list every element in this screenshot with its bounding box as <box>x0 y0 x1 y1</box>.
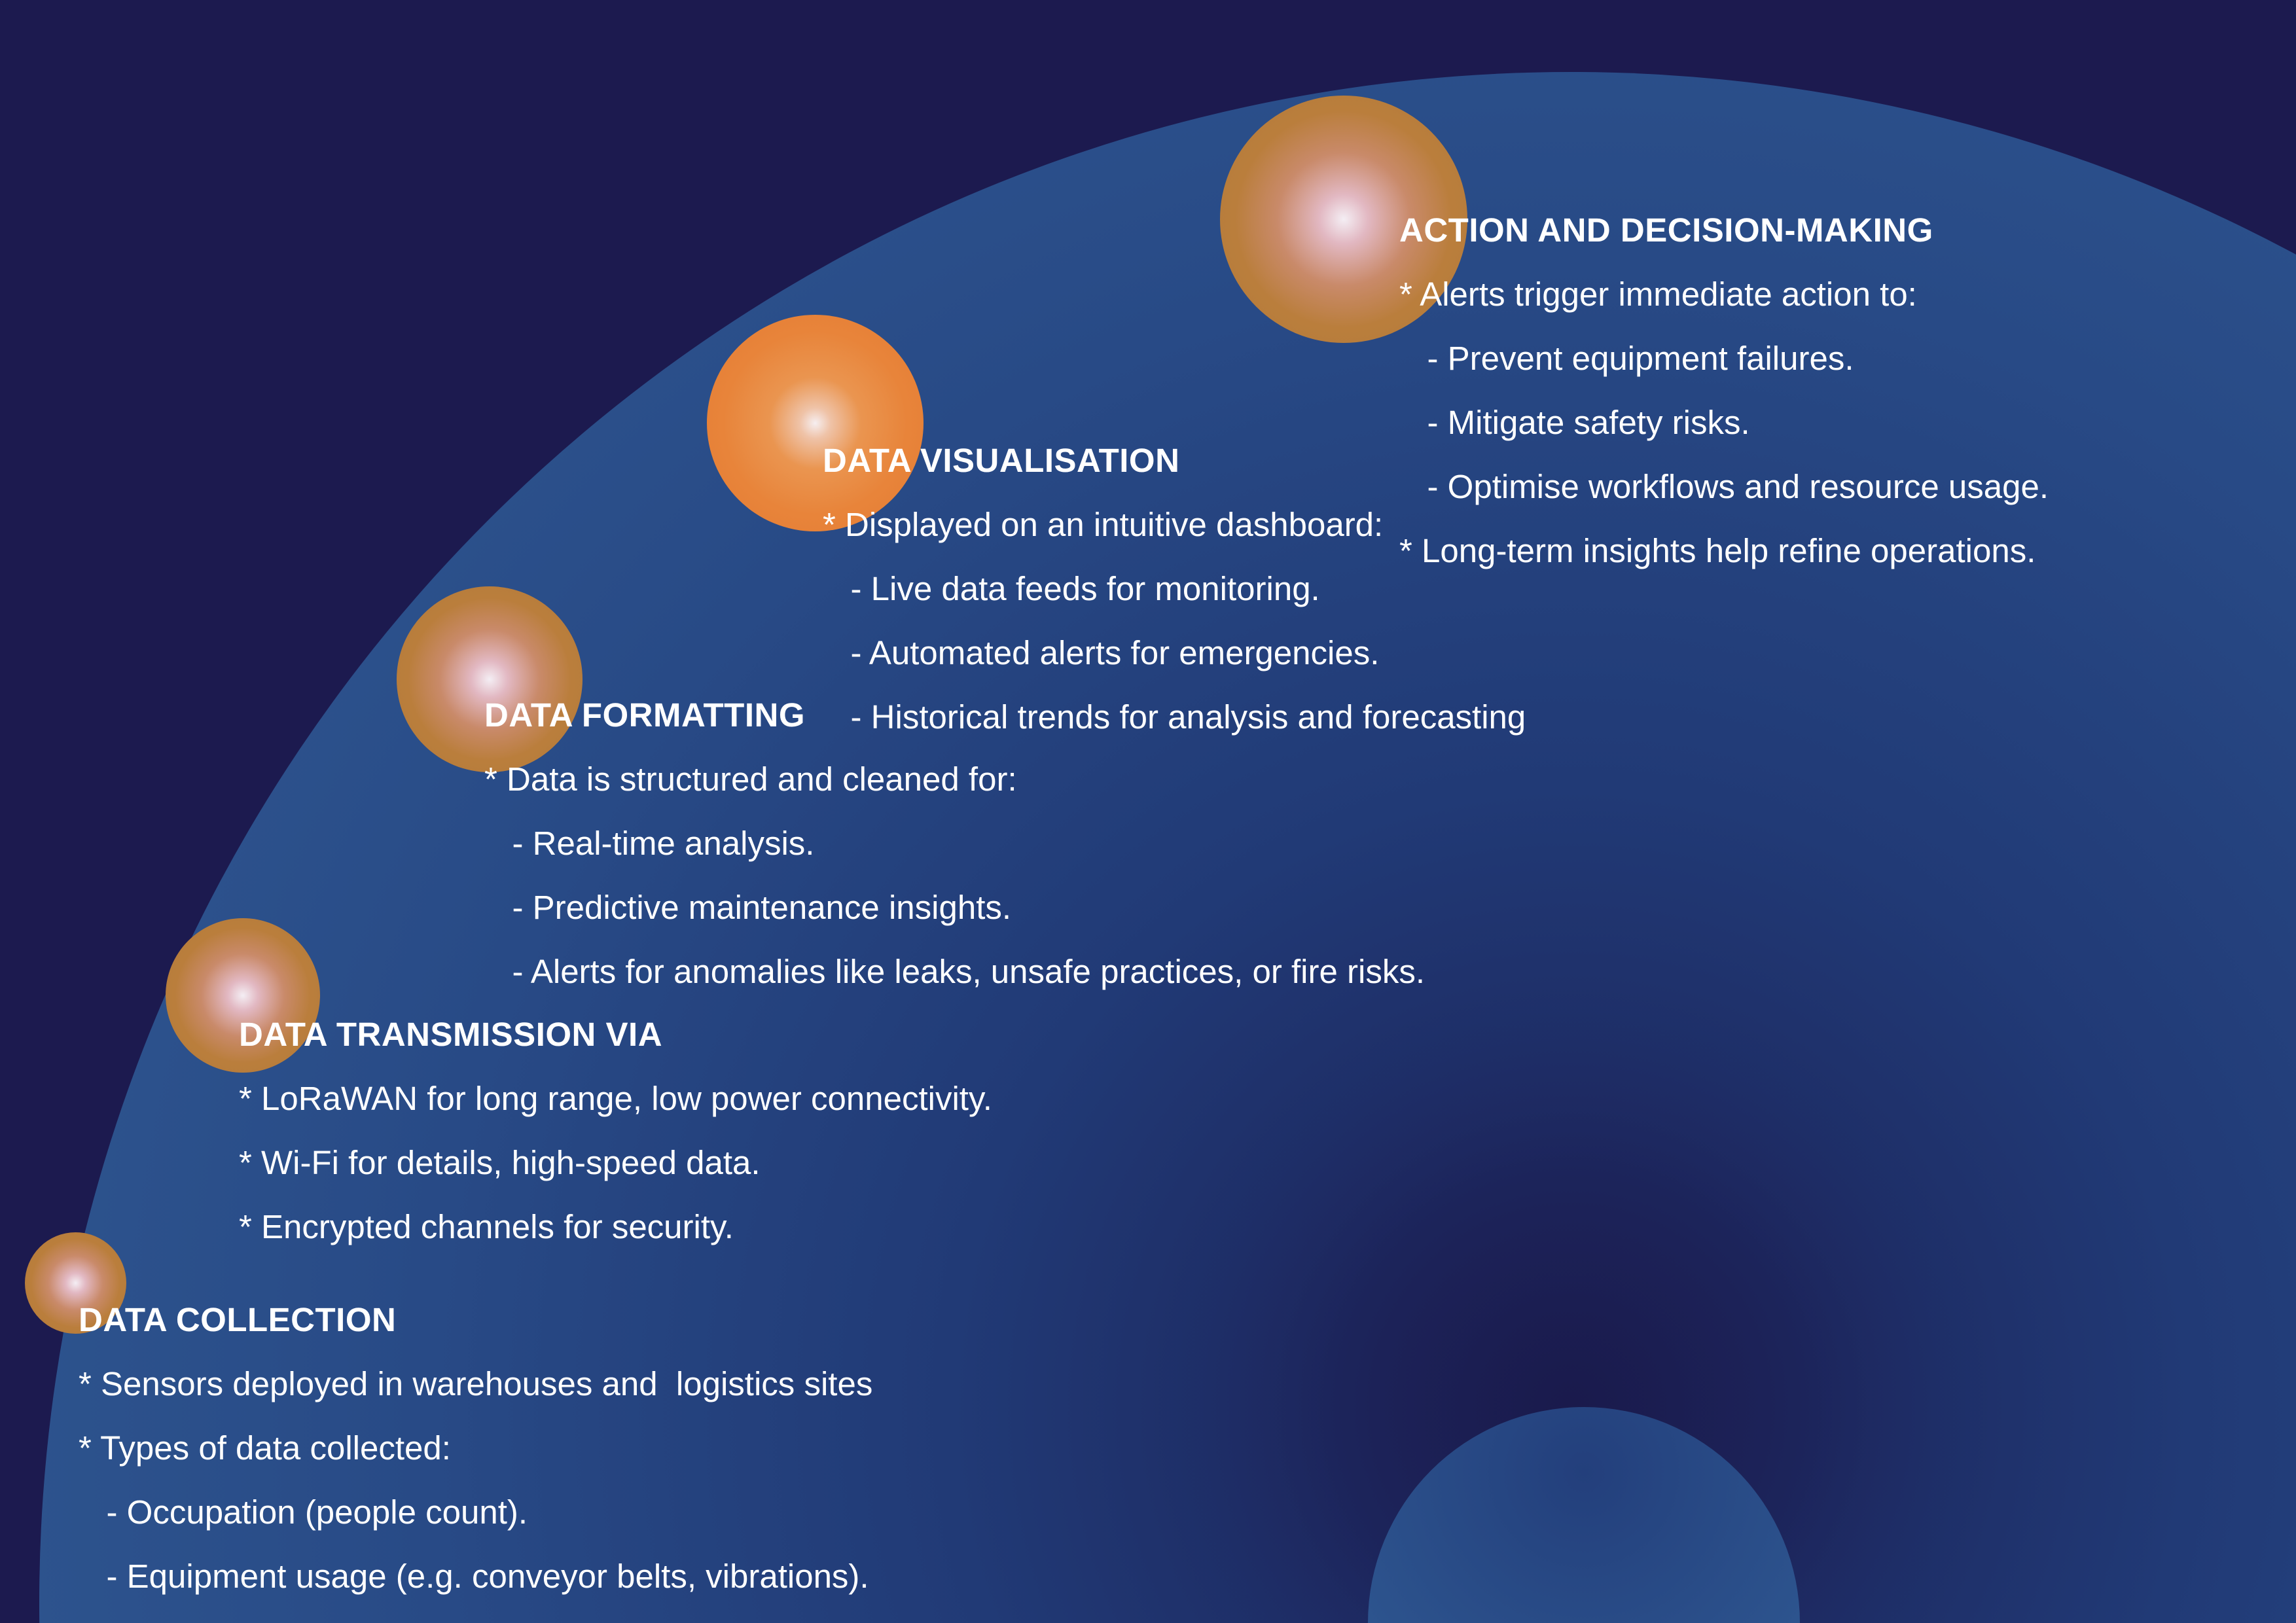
orb-data-formatting <box>397 586 583 772</box>
step-line: * Wi-Fi for details, high-speed data. <box>239 1144 761 1181</box>
step-line: - Historical trends for analysis and for… <box>823 698 1526 736</box>
step-title: DATA COLLECTION <box>79 1301 397 1338</box>
step-data-visualisation: DATA VISUALISATION * Displayed on an int… <box>823 417 1526 761</box>
vortex-shadow <box>1165 1001 1977 1623</box>
step-title: DATA FORMATTING <box>484 696 806 734</box>
orb-data-collection <box>25 1232 126 1334</box>
step-line: - Prevent equipment failures. <box>1399 340 1854 377</box>
orb-data-visualisation <box>707 315 924 531</box>
step-action-decision: ACTION AND DECISION-MAKING * Alerts trig… <box>1399 187 2049 595</box>
step-line: - Environmental conditions (temperature,… <box>79 1620 895 1623</box>
step-line: - Predictive maintenance insights. <box>484 889 1012 926</box>
step-line: * Types of data collected: <box>79 1429 451 1467</box>
step-line: - Alerts for anomalies like leaks, unsaf… <box>484 953 1426 990</box>
step-data-formatting: DATA FORMATTING * Data is structured and… <box>484 671 1425 1016</box>
step-line: * Displayed on an intuitive dashboard: <box>823 506 1384 543</box>
orb-data-transmission <box>166 918 320 1073</box>
step-data-transmission: DATA TRANSMISSION VIA * LoRaWAN for long… <box>239 991 992 1271</box>
step-line: - Automated alerts for emergencies. <box>823 634 1380 671</box>
step-title: DATA VISUALISATION <box>823 442 1180 479</box>
step-line: * Data is structured and cleaned for: <box>484 760 1017 798</box>
step-line: * LoRaWAN for long range, low power conn… <box>239 1080 992 1117</box>
step-data-collection: DATA COLLECTION * Sensors deployed in wa… <box>79 1276 895 1623</box>
step-line: - Optimise workflows and resource usage. <box>1399 468 2049 505</box>
step-line: * Encrypted channels for security. <box>239 1208 734 1245</box>
step-line: - Mitigate safety risks. <box>1399 404 1750 441</box>
step-title: ACTION AND DECISION-MAKING <box>1399 211 1933 249</box>
step-line: * Sensors deployed in warehouses and log… <box>79 1365 873 1402</box>
step-line: * Alerts trigger immediate action to: <box>1399 276 1917 313</box>
step-line: * Long-term insights help refine operati… <box>1399 532 2036 569</box>
orb-action-decision <box>1220 96 1467 343</box>
step-line: - Real-time analysis. <box>484 825 815 862</box>
step-line: - Equipment usage (e.g. conveyor belts, … <box>79 1558 869 1595</box>
step-title: DATA TRANSMISSION VIA <box>239 1016 663 1053</box>
small-arc <box>1368 1407 1800 1623</box>
step-line: - Live data feeds for monitoring. <box>823 570 1320 607</box>
step-line: - Occupation (people count). <box>79 1493 528 1531</box>
